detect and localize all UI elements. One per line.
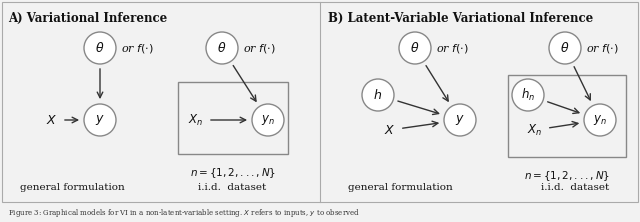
Text: $n = \{1, 2, ..., N\}$: $n = \{1, 2, ..., N\}$ — [524, 169, 610, 183]
Text: A) Variational Inference: A) Variational Inference — [8, 12, 167, 25]
Text: $y$: $y$ — [455, 113, 465, 127]
Text: general formulation: general formulation — [348, 183, 452, 192]
Circle shape — [444, 104, 476, 136]
Circle shape — [399, 32, 431, 64]
Bar — [508, 75, 626, 157]
Text: or $f(\cdot)$: or $f(\cdot)$ — [436, 42, 468, 54]
Circle shape — [84, 104, 116, 136]
Text: i.i.d.  dataset: i.i.d. dataset — [198, 183, 266, 192]
Circle shape — [206, 32, 238, 64]
Text: general formulation: general formulation — [20, 183, 124, 192]
Text: or $f(\cdot)$: or $f(\cdot)$ — [121, 42, 154, 54]
Circle shape — [84, 32, 116, 64]
Text: $n = \{1, 2, ..., N\}$: $n = \{1, 2, ..., N\}$ — [190, 166, 276, 180]
Text: $\theta$: $\theta$ — [95, 41, 105, 55]
Text: $y$: $y$ — [95, 113, 105, 127]
Text: $X_n$: $X_n$ — [188, 113, 204, 128]
Circle shape — [362, 79, 394, 111]
Circle shape — [549, 32, 581, 64]
Text: $y_n$: $y_n$ — [261, 113, 275, 127]
Text: $y_n$: $y_n$ — [593, 113, 607, 127]
Circle shape — [252, 104, 284, 136]
Circle shape — [584, 104, 616, 136]
Text: $h$: $h$ — [374, 88, 383, 102]
Text: $X$: $X$ — [385, 123, 396, 137]
Text: $\theta$: $\theta$ — [218, 41, 227, 55]
Circle shape — [512, 79, 544, 111]
Bar — [178, 82, 288, 154]
Text: Figure 3: Graphical models for VI in a non-latent-variable setting. $X$ refers t: Figure 3: Graphical models for VI in a n… — [8, 207, 360, 219]
Text: B) Latent-Variable Variational Inference: B) Latent-Variable Variational Inference — [328, 12, 593, 25]
Text: $\theta$: $\theta$ — [560, 41, 570, 55]
Text: $X$: $X$ — [46, 113, 58, 127]
Text: $\theta$: $\theta$ — [410, 41, 420, 55]
Text: or $f(\cdot)$: or $f(\cdot)$ — [586, 42, 619, 54]
Text: or $f(\cdot)$: or $f(\cdot)$ — [243, 42, 276, 54]
Text: $X_n$: $X_n$ — [527, 123, 543, 138]
Text: $h_n$: $h_n$ — [521, 87, 535, 103]
Text: i.i.d.  dataset: i.i.d. dataset — [541, 183, 609, 192]
